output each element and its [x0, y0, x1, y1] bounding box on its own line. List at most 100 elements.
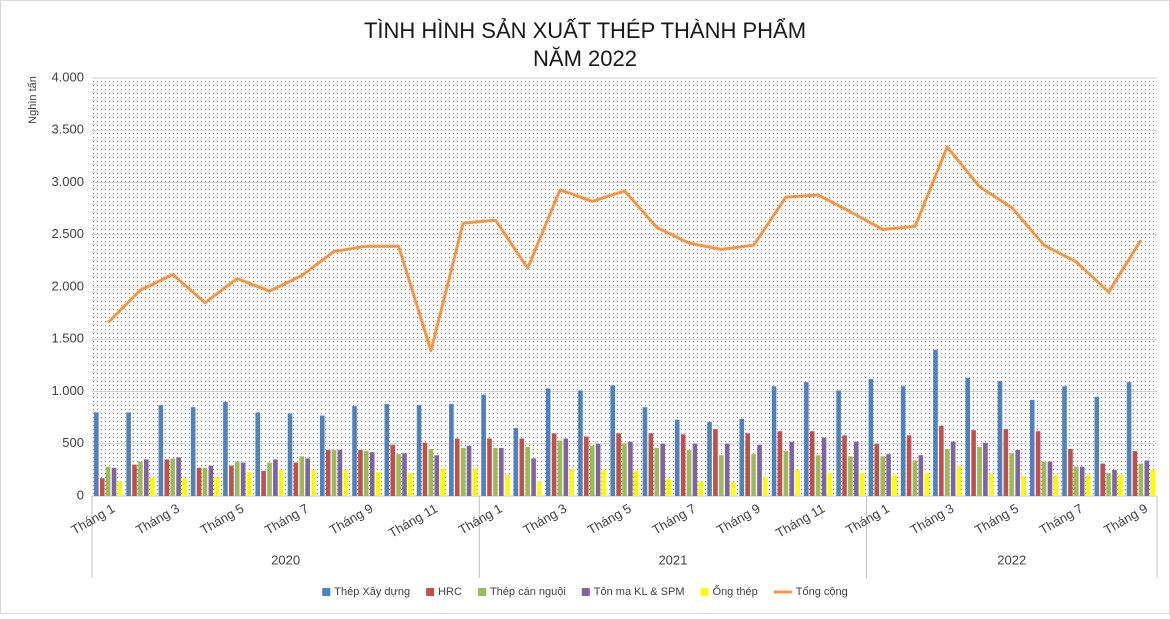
bar: [402, 453, 407, 496]
bar: [472, 468, 478, 496]
legend-label: HRC: [438, 586, 462, 598]
bar: [223, 401, 228, 496]
legend-label: Thép Xây dựng: [334, 586, 410, 598]
bar: [267, 462, 272, 496]
bar: [719, 455, 724, 496]
chart-title: TÌNH HÌNH SẢN XUẤT THÉP THÀNH PHẨM: [364, 18, 806, 43]
bar: [325, 450, 331, 496]
bar: [551, 433, 557, 496]
bar: [545, 388, 551, 496]
bar: [1041, 461, 1047, 496]
bar: [795, 469, 800, 496]
bar: [1053, 475, 1059, 496]
bar: [1132, 451, 1138, 496]
bar: [504, 475, 510, 496]
bar: [1062, 386, 1067, 496]
bar: [111, 467, 117, 496]
bar: [751, 454, 756, 496]
group-label: 2022: [997, 552, 1026, 567]
y-tick-label: 3.000: [51, 174, 84, 189]
bar: [1085, 475, 1091, 496]
bar: [1009, 453, 1015, 496]
bar: [190, 407, 196, 496]
bar: [757, 444, 762, 496]
legend-label: Ống thép: [712, 584, 757, 598]
bar: [956, 465, 962, 496]
y-tick-label: 500: [62, 435, 84, 450]
bar: [234, 461, 240, 496]
bar: [1094, 396, 1100, 496]
bar: [854, 441, 859, 496]
bar: [713, 429, 718, 496]
bar: [804, 382, 809, 496]
bar: [279, 469, 284, 496]
bar: [144, 459, 149, 496]
bar: [815, 455, 821, 496]
bar: [428, 448, 434, 496]
bar: [319, 415, 325, 496]
bar: [965, 377, 970, 496]
bar: [886, 454, 891, 496]
bar: [311, 469, 316, 496]
bar: [287, 413, 293, 496]
bar: [305, 458, 310, 496]
bar: [880, 456, 885, 496]
bar: [660, 443, 665, 496]
bar: [519, 438, 525, 496]
bar: [531, 458, 536, 496]
bar: [1150, 469, 1155, 496]
bar: [105, 466, 111, 496]
bar: [745, 433, 750, 496]
bar: [707, 421, 712, 496]
bar: [434, 455, 440, 496]
y-axis-label: Nghìn tấn: [27, 76, 39, 124]
bar: [246, 471, 252, 496]
bar: [1074, 466, 1079, 496]
bar: [1021, 476, 1026, 496]
bar: [680, 434, 686, 496]
bar: [132, 464, 137, 496]
y-tick-label: 3.500: [51, 122, 84, 137]
legend-label: Tôn mạ KL & SPM: [594, 586, 685, 598]
bar: [971, 430, 976, 496]
legend-swatch: [581, 588, 590, 596]
bar: [390, 444, 395, 496]
bar: [273, 459, 278, 496]
bar: [674, 419, 680, 496]
bar: [874, 443, 880, 496]
bar: [601, 469, 607, 496]
bar: [939, 425, 944, 496]
bar: [1079, 466, 1085, 496]
bar: [182, 478, 187, 496]
bar: [208, 465, 214, 496]
bar: [481, 394, 486, 496]
bar: [918, 455, 924, 496]
bar: [299, 456, 305, 496]
bar: [648, 433, 654, 496]
legend-swatch: [426, 588, 435, 596]
bar: [692, 443, 698, 496]
bar: [654, 447, 660, 496]
bar: [989, 474, 994, 496]
bar: [176, 457, 181, 496]
bar: [859, 473, 865, 496]
bar: [557, 440, 563, 496]
bar: [730, 482, 736, 496]
bar: [375, 471, 381, 496]
bar: [1144, 460, 1150, 496]
bar: [900, 386, 906, 496]
bar: [739, 418, 745, 496]
bar: [460, 447, 466, 496]
bar: [892, 475, 897, 496]
bar: [698, 481, 704, 496]
bar: [117, 481, 123, 496]
bar: [396, 454, 401, 496]
line: [107, 145, 1143, 353]
bar: [384, 404, 390, 496]
bar: [466, 445, 472, 496]
bar: [906, 435, 912, 496]
bar: [589, 445, 595, 496]
bar: [202, 467, 208, 496]
y-tick-label: 2.000: [51, 278, 84, 293]
bar: [836, 390, 841, 496]
